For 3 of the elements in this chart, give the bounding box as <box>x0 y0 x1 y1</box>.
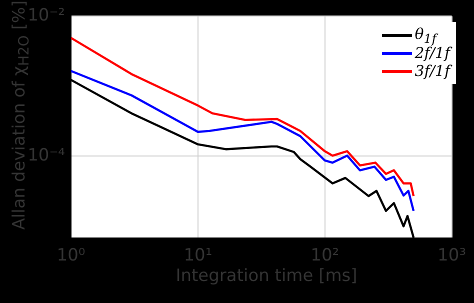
legend-label: θ$_{1f}$ <box>414 24 436 46</box>
legend-label: 3f/1f <box>414 62 450 80</box>
legend-label: 2f/1f <box>414 44 450 62</box>
